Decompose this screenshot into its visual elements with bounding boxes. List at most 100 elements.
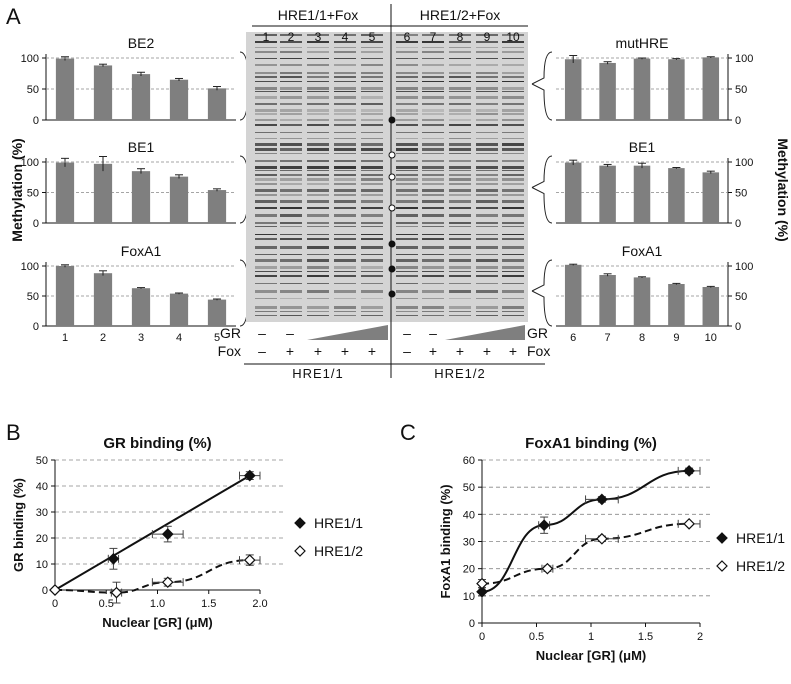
gel-band: [422, 47, 444, 48]
panel-label-a: A: [6, 4, 21, 29]
bracket: [531, 51, 553, 121]
gel-band: [396, 51, 418, 53]
gel-band: [396, 109, 418, 112]
gel-band: [396, 271, 418, 272]
gel-band: [396, 103, 418, 105]
bar: [207, 88, 227, 120]
data-point: [596, 532, 608, 545]
gr-gradient-wedge-right: [445, 325, 525, 340]
gel-band: [334, 170, 356, 171]
gel-band: [502, 81, 524, 82]
gel-band: [307, 234, 329, 235]
gel-band: [361, 138, 383, 139]
gel-band: [449, 271, 471, 272]
chart-title: FoxA1: [622, 243, 663, 259]
gel-band: [476, 170, 498, 171]
chart-title: FoxA1: [121, 243, 162, 259]
gel-band: [502, 174, 524, 176]
gel-band: [334, 166, 356, 169]
gel-band: [280, 96, 302, 99]
gel-band: [255, 87, 277, 90]
gel-band: [307, 132, 329, 133]
gel-band: [476, 214, 498, 217]
bar: [131, 288, 151, 326]
y-tick-label: 0: [735, 321, 741, 333]
gel-band: [422, 81, 444, 82]
gel-band: [449, 160, 471, 162]
gel-band: [396, 226, 418, 227]
gel-band: [422, 246, 444, 249]
gr-row-label-left: GR: [220, 325, 241, 341]
gel-band: [334, 47, 356, 48]
gel-band: [280, 238, 302, 240]
bar: [131, 171, 151, 223]
gel-band: [361, 148, 383, 151]
gel-band: [396, 234, 418, 235]
gel-band: [396, 132, 418, 133]
gel-band: [449, 189, 471, 192]
fox-sign: –: [403, 343, 411, 359]
gel-band: [476, 153, 498, 154]
gel-band: [255, 132, 277, 133]
gel-band: [476, 234, 498, 235]
data-point: [107, 552, 120, 565]
gel-band: [334, 275, 356, 277]
gel-lane-number: 6: [404, 30, 411, 44]
fox-sign: +: [509, 343, 517, 359]
gel-band: [502, 266, 524, 269]
y-tick-label: 30: [36, 507, 48, 519]
gel-lane-number: 1: [263, 30, 270, 44]
bar: [599, 165, 616, 223]
panel-label-b: B: [6, 420, 21, 445]
gel-band: [307, 315, 329, 316]
gel-band: [280, 183, 302, 185]
gel-band: [361, 81, 383, 82]
gel-band: [422, 103, 444, 105]
gel-band: [502, 166, 524, 169]
gel-band: [361, 311, 383, 312]
gel-band: [449, 174, 471, 176]
y-tick-label: 40: [36, 481, 48, 493]
gel-band: [422, 266, 444, 269]
x-tick-label: 2: [697, 631, 703, 643]
gel-band: [280, 271, 302, 272]
gel-band: [396, 259, 418, 262]
x-tick-label: 2.0: [252, 598, 267, 610]
gel-band: [255, 207, 277, 209]
gel-band: [307, 174, 329, 176]
gel-band: [476, 132, 498, 133]
legend-label: HRE1/2: [314, 543, 363, 559]
gel-band: [502, 298, 524, 299]
gel-band: [396, 58, 418, 59]
gel-band: [502, 226, 524, 227]
gel-band: [502, 76, 524, 78]
x-axis-label: Nuclear [GR] (μM): [102, 615, 213, 630]
gel-band: [422, 306, 444, 309]
gel-band: [280, 254, 302, 255]
gel-band: [396, 41, 418, 43]
gel-band: [476, 306, 498, 309]
gel-band: [255, 222, 277, 224]
gel-band: [422, 87, 444, 90]
gel-band: [396, 124, 418, 126]
gel-band: [422, 207, 444, 209]
gel-band: [334, 290, 356, 293]
y-tick-label: 100: [21, 157, 39, 169]
fox-sign: +: [368, 343, 376, 359]
legend-label: HRE1/1: [314, 515, 363, 531]
y-tick-label: 0: [735, 115, 741, 127]
gel-band: [280, 81, 302, 82]
gel-band: [307, 194, 329, 196]
y-tick-label: 50: [27, 291, 39, 303]
open-site-marker: [388, 151, 396, 159]
bar: [169, 293, 189, 326]
gel-band: [280, 275, 302, 277]
gel-band: [422, 275, 444, 277]
gel-band: [396, 143, 418, 146]
gel-band: [307, 254, 329, 255]
gel-band: [476, 96, 498, 99]
x-tick-label: 1.5: [201, 598, 216, 610]
bracket: [531, 259, 553, 327]
gel-band: [502, 178, 524, 181]
gel-band: [502, 64, 524, 66]
